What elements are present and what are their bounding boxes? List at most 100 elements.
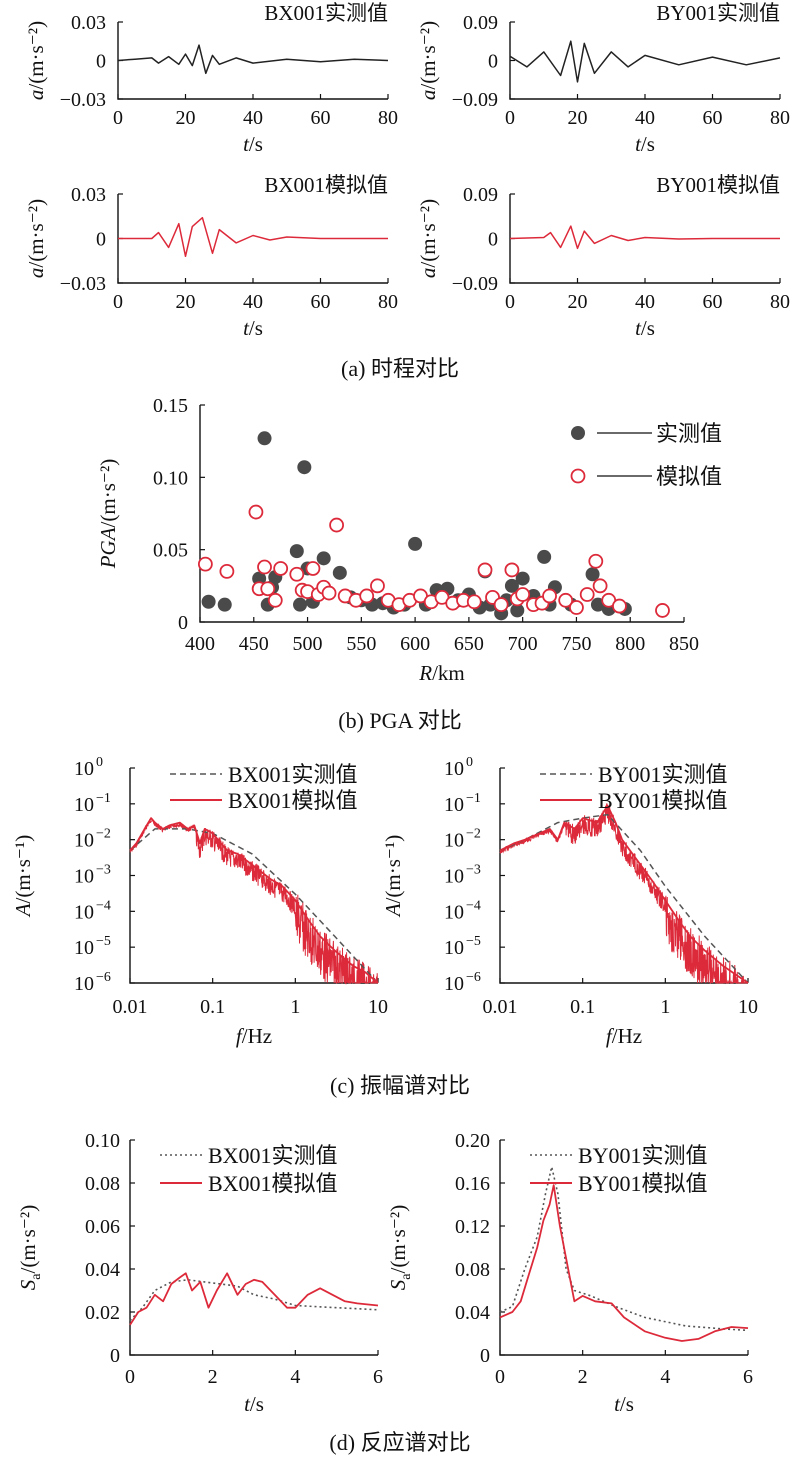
y-tick-label: 0.04	[85, 1259, 120, 1281]
legend-label: BX001模拟值	[208, 1171, 338, 1196]
x-tick-label: 6	[373, 1366, 383, 1388]
x-axis-label: t/s	[635, 132, 655, 156]
point-simulated	[558, 592, 574, 608]
point-simulated	[370, 578, 385, 594]
y-tick-label: −0.09	[452, 89, 498, 111]
x-tick-label: 4	[290, 1366, 300, 1388]
point-measured	[537, 549, 552, 564]
point-measured	[297, 460, 312, 475]
y-tick-label: 0.05	[153, 540, 188, 562]
y-tick-exponent: −1	[96, 791, 111, 806]
point-measured	[201, 594, 216, 609]
y-tick-exponent: −6	[466, 970, 481, 985]
x-axis-label: t/s	[243, 316, 263, 340]
panel-title: BY001模拟值	[656, 173, 780, 197]
series-line-1	[499, 804, 749, 984]
spectrum-noise	[499, 803, 748, 985]
panel-title: BY001实测值	[656, 1, 780, 25]
y-tick-label: 0.08	[455, 1259, 490, 1281]
caption-b: (b) PGA 对比	[338, 708, 462, 733]
series-line-1	[129, 1272, 379, 1326]
y-tick-label: 10	[444, 794, 464, 816]
x-tick-label: 0	[125, 1366, 135, 1388]
y-tick-exponent: −2	[466, 827, 481, 842]
series-line-0	[509, 40, 781, 83]
y-tick-label: 10	[444, 937, 464, 959]
x-tick-label: 0.1	[570, 996, 595, 1018]
x-axis-label: t/s	[635, 316, 655, 340]
y-tick-label: 0	[96, 229, 106, 251]
series-line-0	[499, 813, 749, 984]
x-tick-label: 2	[208, 1366, 218, 1388]
chart-a4: 0 20 40 60 80 0.09 0 −0.09 BY001模拟值 t/s a/(m·s⁻²)	[416, 173, 790, 340]
x-tick-label: 4	[660, 1366, 670, 1388]
y-axis-label: A/(m·s⁻¹)	[381, 835, 405, 919]
x-tick-label: 60	[703, 107, 723, 129]
point-simulated	[321, 585, 337, 601]
x-tick-label: 10	[738, 996, 758, 1018]
series-line-0	[129, 828, 379, 984]
x-tick-label: 40	[243, 107, 263, 129]
x-tick-label: 0.01	[113, 996, 148, 1018]
y-axis-label: a/(m·s⁻²)	[416, 21, 440, 100]
x-axis-label: f/Hz	[236, 1024, 272, 1048]
y-tick-label: 10	[74, 937, 94, 959]
spectrum-noise	[129, 818, 378, 985]
x-tick-label: 60	[311, 107, 331, 129]
x-tick-label: 850	[669, 633, 699, 655]
point-simulated	[477, 562, 493, 578]
point-measured	[515, 571, 530, 586]
y-tick-label: 10	[74, 758, 94, 780]
y-tick-label: 10	[444, 973, 464, 995]
chart-a1: 0 20 40 60 80 0.03 0 −0.03 BX001实测值 t/s a/(m·s⁻²)	[24, 1, 398, 156]
y-tick-exponent: −1	[466, 791, 481, 806]
x-tick-label: 800	[615, 633, 645, 655]
y-tick-label: 0	[178, 612, 188, 634]
x-tick-label: 40	[243, 291, 263, 313]
chart-a2: 0 20 40 60 80 0.09 0 −0.09 BY001实测值 t/s a/(m·s⁻²)	[416, 1, 790, 156]
x-tick-label: 1	[660, 996, 670, 1018]
point-simulated	[260, 581, 276, 597]
y-tick-exponent: −4	[466, 898, 481, 913]
y-tick-label: 10	[444, 758, 464, 780]
legend-label: BX001实测值	[208, 1143, 338, 1168]
chart-d2: 0 2 4 6 0 0.04 0.08 0.12 0.16 0.20 t/s Sa/(m·s⁻²) BY…	[386, 1130, 753, 1416]
x-tick-label: 2	[578, 1366, 588, 1388]
x-tick-label: 10	[368, 996, 388, 1018]
y-tick-label: 0.09	[463, 184, 498, 206]
series-line-0	[117, 44, 389, 75]
legend-label: 模拟值	[656, 464, 722, 489]
y-tick-label: 10	[74, 794, 94, 816]
axis-lines	[117, 22, 388, 100]
x-tick-label: 60	[703, 291, 723, 313]
y-tick-label: 0.03	[71, 12, 106, 34]
y-tick-label: 0.15	[153, 395, 188, 417]
legend-label: BY001实测值	[578, 1143, 708, 1168]
x-tick-label: 40	[635, 107, 655, 129]
point-simulated	[248, 504, 264, 520]
x-tick-label: 500	[293, 633, 323, 655]
x-tick-label: 750	[561, 633, 591, 655]
point-simulated	[592, 578, 608, 594]
y-axis-label: a/(m·s⁻²)	[24, 21, 48, 100]
x-tick-label: 650	[454, 633, 484, 655]
x-tick-label: 60	[311, 291, 331, 313]
y-tick-exponent: −4	[96, 898, 111, 913]
x-tick-label: 20	[568, 291, 588, 313]
x-tick-label: 0.01	[483, 996, 518, 1018]
legend-marker-simulated	[570, 468, 586, 484]
caption-a: (a) 时程对比	[341, 356, 459, 381]
y-axis-label: Sa/(m·s⁻²)	[386, 1205, 414, 1290]
x-tick-label: 0	[113, 107, 123, 129]
y-tick-label: 0.20	[455, 1130, 490, 1152]
y-tick-label: 0.09	[463, 12, 498, 34]
x-axis-label: t/s	[244, 1392, 264, 1416]
series-line-0	[129, 1279, 379, 1322]
point-measured	[332, 565, 347, 580]
y-tick-label: 10	[74, 866, 94, 888]
y-tick-label: 0.04	[455, 1302, 490, 1324]
y-tick-label: 10	[444, 830, 464, 852]
point-measured	[510, 603, 525, 618]
x-axis-label: f/Hz	[606, 1024, 642, 1048]
